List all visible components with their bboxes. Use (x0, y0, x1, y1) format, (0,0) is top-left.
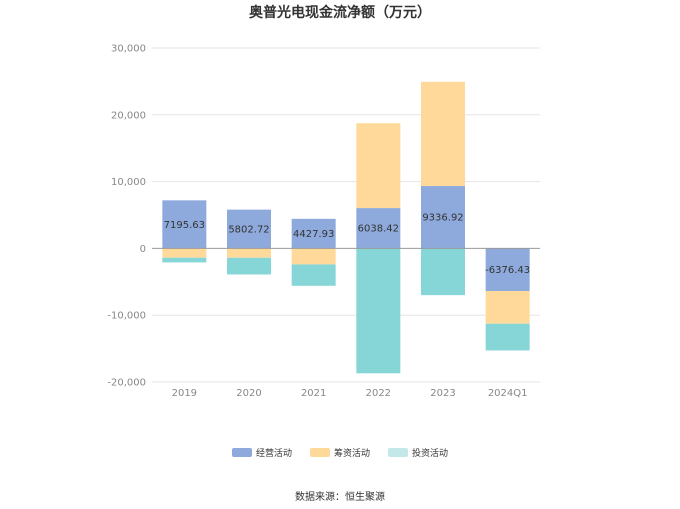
legend-swatch-investing (388, 448, 408, 457)
bar-investing (421, 248, 465, 296)
legend-item-financing[interactable]: 筹资活动 (309, 446, 370, 459)
bar-financing (162, 248, 207, 258)
stacked-bar-chart: 7195.63 5802.72 4427.93 6038.42 9336.92 -6376… (107, 44, 540, 400)
legend: 经营活动 筹资活动 投资活动 (0, 446, 680, 459)
x-tick-label: 2023 (430, 388, 455, 399)
y-tick-label: 10,000 (111, 177, 146, 188)
bar-financing (291, 248, 336, 265)
data-labels-layer: 7195.63 5802.72 4427.93 6038.42 9336.92 -6376… (164, 213, 530, 276)
y-tick-label: -10,000 (107, 311, 146, 322)
data-label: 4427.93 (293, 229, 334, 240)
data-label: 6038.42 (358, 224, 399, 235)
bar-investing (162, 257, 207, 263)
bar-investing (227, 257, 271, 275)
bar-operating (356, 208, 401, 249)
bar-operating (227, 209, 271, 249)
bar-financing (227, 248, 271, 258)
legend-swatch-operating (231, 448, 252, 457)
x-tick-label: 2024Q1 (488, 388, 528, 399)
bar-operating (421, 186, 465, 249)
legend-item-investing[interactable]: 投资活动 (388, 446, 448, 459)
bar-investing (356, 248, 401, 374)
x-tick-label: 2020 (236, 388, 261, 399)
data-label: -6376.43 (485, 265, 530, 276)
legend-swatch-financing (309, 448, 330, 457)
y-tick-label: -20,000 (107, 378, 146, 389)
bar-financing (421, 81, 465, 187)
grid-layer (152, 47, 540, 383)
legend-label-financing: 筹资活动 (333, 449, 370, 459)
data-label: 7195.63 (164, 220, 205, 231)
y-tick-label: 20,000 (111, 110, 146, 121)
bar-operating (485, 248, 530, 291)
data-label: 9336.92 (422, 213, 463, 224)
x-tick-label: 2021 (301, 388, 326, 399)
bar-investing (291, 264, 336, 286)
bars-layer (162, 81, 530, 374)
bar-operating (291, 218, 336, 249)
x-tick-label: 2019 (172, 388, 197, 399)
bar-operating (162, 200, 207, 249)
bar-financing (485, 290, 530, 324)
x-tick-label: 2022 (366, 388, 391, 399)
bar-investing (485, 323, 530, 351)
legend-label-operating: 经营活动 (255, 449, 292, 459)
tick-labels-layer: 30,000 20,000 10,000 0 -10,000 -20,000 2019 202… (107, 44, 527, 400)
legend-label-investing: 投资活动 (412, 449, 449, 459)
bar-financing (356, 123, 401, 209)
data-source-note: 数据来源：恒生聚源 (295, 492, 385, 503)
legend-item-operating[interactable]: 经营活动 (231, 446, 292, 459)
chart-title: 奥普光电现金流净额（万元） (249, 5, 431, 21)
y-tick-label: 0 (140, 244, 146, 255)
data-label: 5802.72 (228, 225, 269, 236)
y-tick-label: 30,000 (111, 44, 146, 55)
